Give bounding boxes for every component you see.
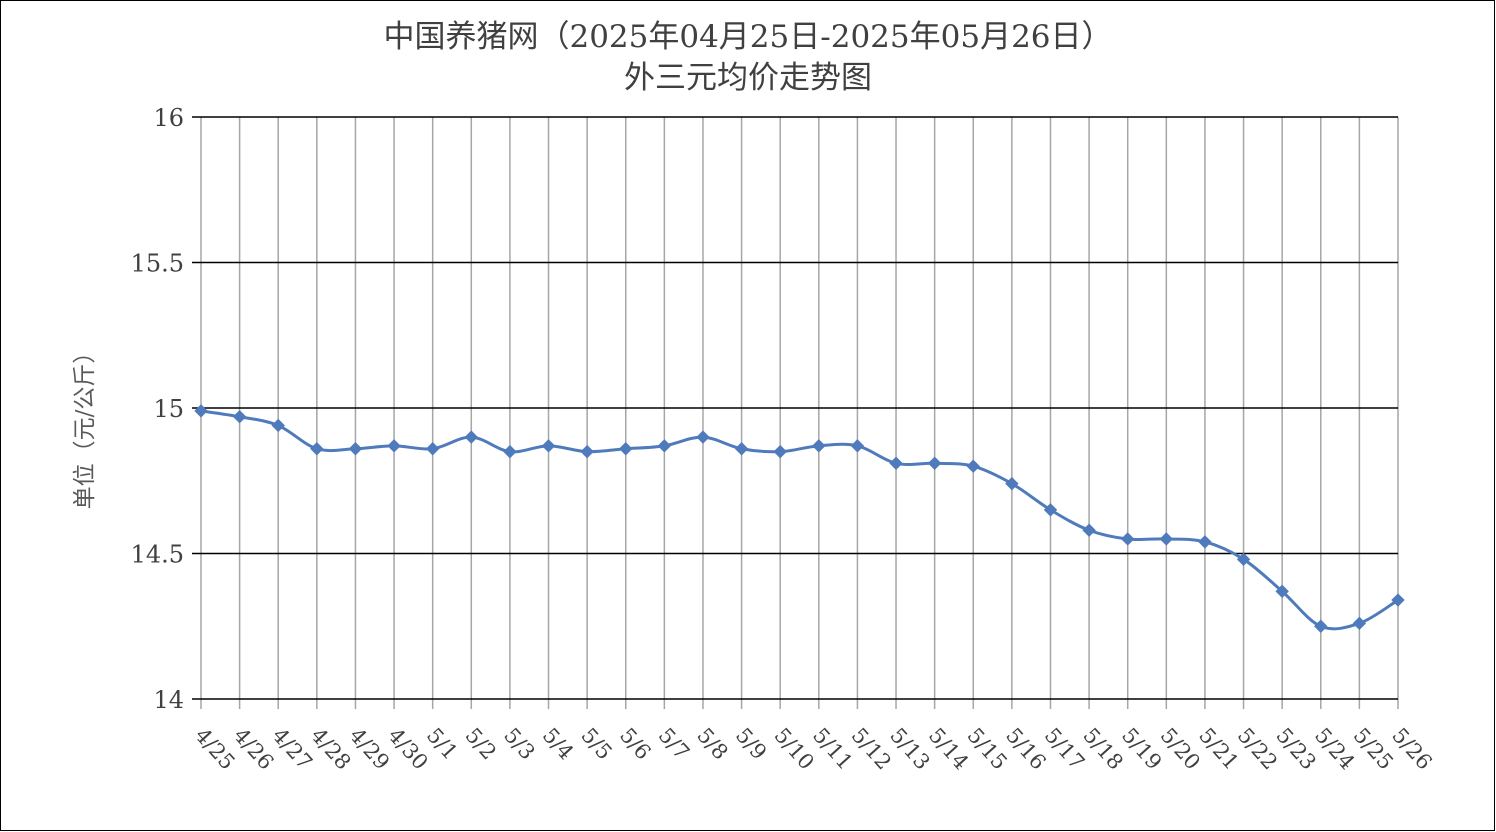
x-tick-label: 5/6 [615,723,655,764]
x-tick-label: 5/14 [924,723,973,774]
data-point-marker [1352,616,1367,631]
x-tick-label: 5/23 [1271,723,1320,774]
series-line [200,409,1399,631]
x-tick-label: 5/10 [769,723,818,774]
data-point-marker [850,439,865,453]
x-axis-ticks: 4/254/264/274/284/294/305/15/25/35/45/55… [190,723,1436,774]
x-tick-label: 5/22 [1233,723,1282,774]
x-tick-label: 5/3 [499,723,539,764]
x-tick-label: 4/29 [345,723,394,774]
x-tick-label: 5/5 [576,723,616,764]
x-tick-label: 5/2 [461,723,501,764]
data-point-marker [1391,593,1405,607]
x-tick-label: 5/8 [692,723,732,764]
x-tick-label: 4/26 [229,723,278,774]
data-point-marker [1198,535,1212,549]
data-point-marker [232,410,247,424]
data-point-marker [464,430,478,444]
data-point-marker [619,442,633,456]
horizontal-gridlines [192,116,1398,700]
data-point-marker [1236,552,1251,567]
y-tick-label: 14 [153,686,184,714]
x-tick-label: 5/20 [1156,723,1205,774]
x-tick-label: 5/9 [731,723,771,764]
data-point-marker [541,439,556,453]
y-tick-label: 14.5 [131,541,184,569]
x-tick-label: 5/15 [963,723,1012,774]
x-tick-label: 5/12 [847,723,896,774]
x-tick-label: 5/16 [1001,723,1050,774]
chart-subtitle: 外三元均价走势图 [624,60,872,96]
chart-title: 中国养猪网（2025年04月25日-2025年05月26日） [383,19,1112,55]
data-point-marker [1043,503,1058,517]
y-tick-label: 15.5 [131,250,184,278]
y-axis-label: 单位（元/公斤） [72,341,98,510]
x-tick-label: 5/13 [885,723,934,774]
data-point-marker [310,442,324,456]
data-point-marker [1314,619,1328,633]
data-point-marker [696,430,710,444]
x-tick-label: 5/21 [1194,723,1243,774]
x-tick-label: 4/30 [383,723,432,774]
y-tick-label: 16 [153,104,184,132]
x-tick-label: 5/26 [1387,723,1436,774]
x-tick-label: 5/18 [1078,723,1127,774]
x-tick-label: 5/17 [1040,723,1089,774]
data-point-marker [503,444,517,459]
data-point-marker [194,404,208,418]
data-point-marker [425,442,440,456]
x-tick-label: 5/25 [1349,723,1398,774]
x-tick-label: 4/25 [190,723,239,774]
data-point-marker [966,459,980,473]
data-point-marker [387,439,401,453]
data-point-marker [1005,476,1019,491]
data-point-marker [1159,532,1174,546]
x-tick-label: 5/11 [808,723,857,774]
data-point-marker [889,456,903,470]
x-tick-label: 5/19 [1117,723,1166,774]
data-point-marker [271,418,285,433]
vertical-gridlines [200,117,1399,709]
x-tick-label: 4/27 [268,723,317,774]
data-point-marker [348,442,363,456]
x-tick-label: 5/7 [654,723,694,764]
data-point-marker [812,439,826,453]
y-tick-label: 15 [153,395,184,423]
x-tick-label: 5/24 [1310,723,1359,774]
data-point-marker [1121,532,1135,546]
series-line-group [194,404,1405,633]
x-tick-label: 4/28 [306,723,355,774]
data-point-marker [1082,523,1096,537]
data-point-marker [927,456,942,470]
data-point-marker [773,444,787,459]
data-point-marker [734,442,749,456]
data-point-marker [580,444,594,459]
data-point-marker [657,439,672,453]
data-point-marker [1275,584,1289,599]
y-axis-ticks: 14 14.5 15 15.5 16 [131,104,184,714]
x-tick-label: 5/4 [538,723,578,764]
